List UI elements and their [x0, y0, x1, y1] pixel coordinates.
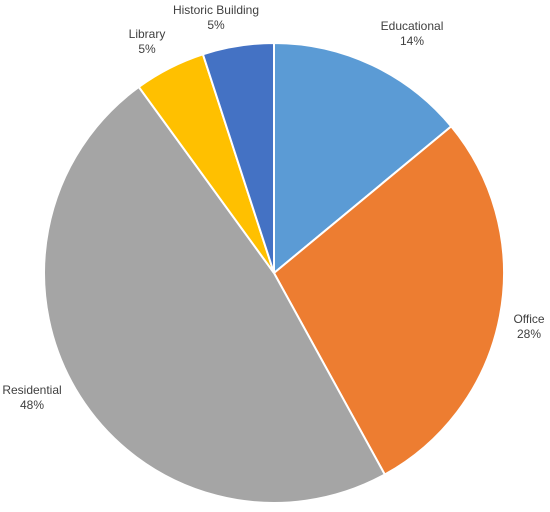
- slice-value-historic-building: 5%: [207, 18, 225, 32]
- slice-label-historic-building: Historic Building: [173, 3, 259, 17]
- slice-label-office: Office: [513, 312, 544, 326]
- slice-value-office: 28%: [517, 327, 541, 341]
- pie-slice-office: [272, 124, 506, 476]
- slice-value-library: 5%: [138, 42, 156, 56]
- pie-slices: [43, 41, 506, 504]
- pie-slice-residential: [43, 85, 387, 504]
- slice-label-library: Library: [129, 27, 166, 41]
- pie-slice-educational: [273, 41, 453, 276]
- slice-value-educational: 14%: [400, 34, 424, 48]
- slice-label-educational: Educational: [381, 19, 444, 33]
- pie-slice-historic-building: [201, 41, 275, 274]
- slice-label-residential: Residential: [2, 383, 61, 397]
- slice-value-residential: 48%: [20, 398, 44, 412]
